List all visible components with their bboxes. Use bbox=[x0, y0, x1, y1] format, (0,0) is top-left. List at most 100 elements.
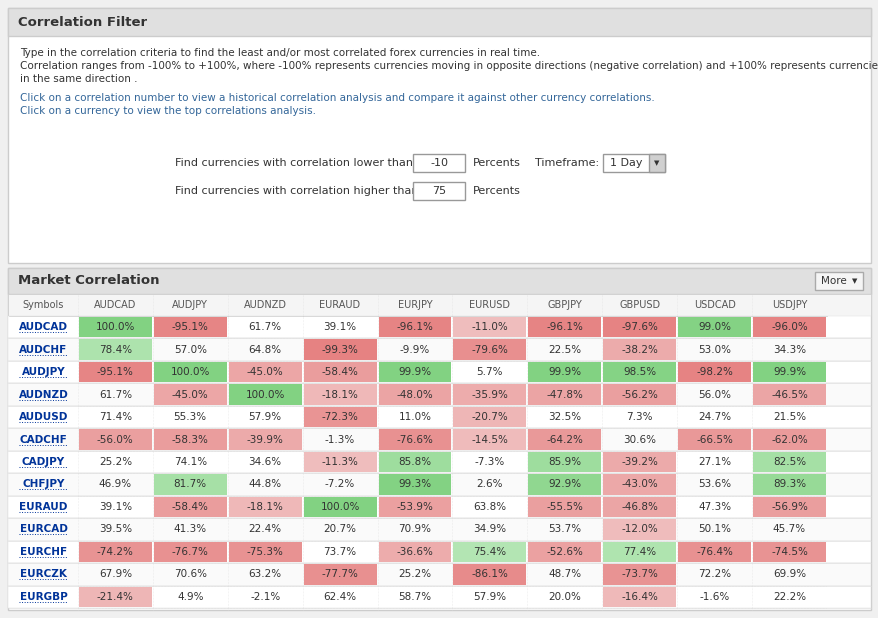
Text: -7.3%: -7.3% bbox=[474, 457, 505, 467]
Bar bbox=[79, 362, 152, 383]
Text: 100.0%: 100.0% bbox=[245, 389, 284, 400]
Bar bbox=[303, 407, 376, 427]
Text: -56.9%: -56.9% bbox=[770, 502, 807, 512]
Text: 72.2%: 72.2% bbox=[697, 569, 730, 579]
Bar bbox=[752, 497, 825, 517]
Text: -73.7%: -73.7% bbox=[621, 569, 658, 579]
Text: -39.9%: -39.9% bbox=[247, 434, 284, 444]
Text: EURCAD: EURCAD bbox=[19, 525, 68, 535]
Bar bbox=[303, 564, 376, 585]
Text: 74.1%: 74.1% bbox=[174, 457, 206, 467]
Text: -76.7%: -76.7% bbox=[171, 547, 208, 557]
Bar bbox=[378, 384, 451, 405]
Text: ▼: ▼ bbox=[653, 160, 658, 166]
Bar bbox=[154, 430, 227, 450]
Text: GBPUSD: GBPUSD bbox=[618, 300, 659, 310]
Bar bbox=[378, 497, 451, 517]
Text: 57.9%: 57.9% bbox=[472, 592, 506, 602]
Bar bbox=[677, 430, 750, 450]
Bar bbox=[453, 564, 526, 585]
Text: -56.0%: -56.0% bbox=[97, 434, 133, 444]
Text: 85.8%: 85.8% bbox=[398, 457, 431, 467]
Text: USDCAD: USDCAD bbox=[693, 300, 735, 310]
Text: -11.0%: -11.0% bbox=[471, 322, 507, 332]
Text: Correlation ranges from -100% to +100%, where -100% represents currencies moving: Correlation ranges from -100% to +100%, … bbox=[20, 61, 878, 71]
Bar bbox=[602, 586, 675, 607]
Text: -72.3%: -72.3% bbox=[321, 412, 358, 422]
Text: EURGBP: EURGBP bbox=[19, 592, 68, 602]
Text: 81.7%: 81.7% bbox=[174, 480, 206, 489]
Text: 34.6%: 34.6% bbox=[248, 457, 281, 467]
Text: 27.1%: 27.1% bbox=[697, 457, 730, 467]
Text: 24.7%: 24.7% bbox=[697, 412, 730, 422]
Bar bbox=[228, 362, 301, 383]
Bar bbox=[8, 541, 870, 563]
Text: EURUSD: EURUSD bbox=[469, 300, 510, 310]
Text: -62.0%: -62.0% bbox=[770, 434, 807, 444]
Text: 56.0%: 56.0% bbox=[697, 389, 730, 400]
Text: 34.3%: 34.3% bbox=[772, 345, 805, 355]
Text: USDJPY: USDJPY bbox=[771, 300, 806, 310]
Text: Percents: Percents bbox=[472, 186, 521, 196]
Text: 63.8%: 63.8% bbox=[472, 502, 506, 512]
Bar bbox=[752, 541, 825, 562]
Text: 92.9%: 92.9% bbox=[548, 480, 580, 489]
Text: 22.4%: 22.4% bbox=[248, 525, 281, 535]
Bar bbox=[79, 317, 152, 337]
Bar bbox=[528, 541, 601, 562]
Text: -39.2%: -39.2% bbox=[621, 457, 658, 467]
Text: -97.6%: -97.6% bbox=[621, 322, 658, 332]
Text: 61.7%: 61.7% bbox=[248, 322, 281, 332]
Bar bbox=[677, 317, 750, 337]
Text: 82.5%: 82.5% bbox=[772, 457, 805, 467]
Text: 85.9%: 85.9% bbox=[548, 457, 580, 467]
Text: 44.8%: 44.8% bbox=[248, 480, 281, 489]
Bar bbox=[8, 473, 870, 496]
Text: -56.2%: -56.2% bbox=[621, 389, 658, 400]
Bar bbox=[602, 474, 675, 494]
Bar bbox=[602, 452, 675, 472]
Bar bbox=[8, 451, 870, 473]
Text: 98.5%: 98.5% bbox=[623, 367, 656, 377]
Text: AUDNZD: AUDNZD bbox=[243, 300, 286, 310]
Text: -45.0%: -45.0% bbox=[172, 389, 208, 400]
Bar bbox=[154, 384, 227, 405]
Bar bbox=[8, 585, 870, 608]
Bar bbox=[228, 430, 301, 450]
Text: 7.3%: 7.3% bbox=[626, 412, 652, 422]
Text: 4.9%: 4.9% bbox=[176, 592, 204, 602]
Text: 53.6%: 53.6% bbox=[697, 480, 730, 489]
Text: 99.9%: 99.9% bbox=[548, 367, 580, 377]
Bar bbox=[413, 154, 464, 172]
Text: 25.2%: 25.2% bbox=[398, 569, 431, 579]
Bar bbox=[648, 154, 665, 172]
Bar bbox=[154, 497, 227, 517]
Text: AUDNZD: AUDNZD bbox=[18, 389, 68, 400]
Text: -79.6%: -79.6% bbox=[471, 345, 507, 355]
Text: -36.6%: -36.6% bbox=[396, 547, 433, 557]
Text: Click on a correlation number to view a historical correlation analysis and comp: Click on a correlation number to view a … bbox=[20, 93, 654, 103]
Text: 39.1%: 39.1% bbox=[98, 502, 132, 512]
Text: 100.0%: 100.0% bbox=[170, 367, 210, 377]
Bar bbox=[303, 452, 376, 472]
Bar bbox=[79, 430, 152, 450]
Text: -48.0%: -48.0% bbox=[396, 389, 433, 400]
Text: 20.0%: 20.0% bbox=[548, 592, 580, 602]
Bar bbox=[8, 361, 870, 383]
Text: 71.4%: 71.4% bbox=[98, 412, 132, 422]
Text: Market Correlation: Market Correlation bbox=[18, 274, 159, 287]
Text: Percents: Percents bbox=[472, 158, 521, 168]
Text: 63.2%: 63.2% bbox=[248, 569, 281, 579]
Text: AUDUSD: AUDUSD bbox=[18, 412, 68, 422]
Text: 46.9%: 46.9% bbox=[98, 480, 132, 489]
Text: 1 Day: 1 Day bbox=[609, 158, 642, 168]
Bar bbox=[602, 519, 675, 540]
Text: 75: 75 bbox=[431, 186, 445, 196]
Bar bbox=[228, 384, 301, 405]
Text: 50.1%: 50.1% bbox=[697, 525, 730, 535]
Bar bbox=[378, 430, 451, 450]
Bar bbox=[752, 474, 825, 494]
Text: -75.3%: -75.3% bbox=[247, 547, 284, 557]
Text: AUDCAD: AUDCAD bbox=[19, 322, 68, 332]
Text: -12.0%: -12.0% bbox=[621, 525, 658, 535]
